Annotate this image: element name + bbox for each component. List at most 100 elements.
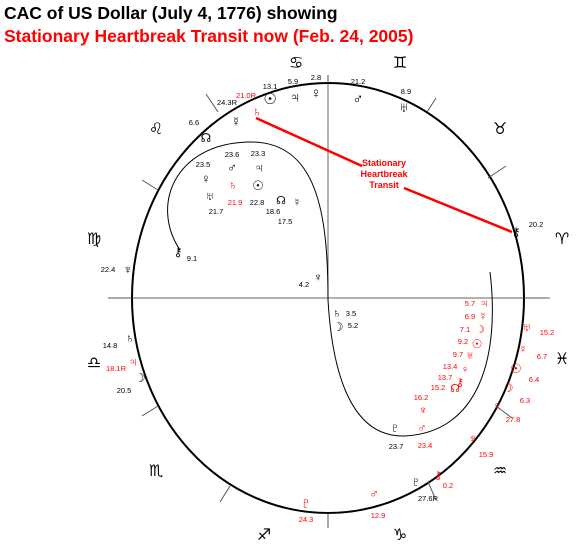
- natal-saturn-inner-icon: ♄: [333, 306, 342, 320]
- transit-neptune-value: 15.9: [479, 450, 494, 459]
- sign-cusp-ticks: [108, 75, 546, 528]
- transit-jupiter-value: 18.1R: [106, 364, 127, 373]
- transit-venus-value: 27.8: [506, 415, 521, 424]
- transit-uranus-inner-icon: ♅: [466, 350, 474, 362]
- natal-pluto-inner-value: 23.7: [389, 442, 404, 451]
- annotation-line-1: Stationary: [362, 158, 406, 168]
- natal-chiron-virgo-value: 9.1: [187, 254, 197, 263]
- cusp-tick: [427, 481, 437, 501]
- transit-sun-value: 6.4: [529, 375, 539, 384]
- natal-node-inner-value: 18.6: [266, 207, 281, 216]
- transit-jupiter-inner-value: 5.7: [465, 299, 475, 308]
- transit-venus-inner-value: 13.4: [443, 362, 458, 371]
- natal-neptune-inner-icon: ♆: [314, 270, 323, 284]
- transit-pluto-icon: ♇: [300, 495, 311, 512]
- natal-mars-value: 21.2: [351, 77, 366, 86]
- annotation-line-3: Transit: [369, 180, 399, 190]
- taurus-icon: ♉: [493, 121, 507, 138]
- natal-planets: ☉ 13.1 ♃ 5.9 ♀ 2.8 ♂ 21.2 ♅ 8.9 ☿ 24.3R …: [101, 73, 544, 503]
- scorpio-icon: ♏: [149, 463, 163, 480]
- transit-pluto-value: 24.3: [299, 515, 314, 524]
- transit-moon-inner-icon: ☽: [475, 324, 485, 336]
- s-curve: [167, 141, 493, 437]
- transit-mars-icon: ♂: [369, 486, 379, 501]
- natal-venus-inner-value: 23.5: [196, 160, 211, 169]
- cusp-tick: [495, 405, 513, 419]
- transit-mercury-icon: ☿: [519, 344, 527, 356]
- transit-chiron-value: 0.2: [443, 481, 453, 490]
- chart-subtitle: Stationary Heartbreak Transit now (Feb. …: [4, 26, 414, 46]
- natal-node-value: 6.6: [189, 118, 199, 127]
- transit-venus-icon: ♀: [493, 399, 502, 413]
- transit-moon-inner-value: 7.1: [460, 325, 470, 334]
- transit-saturn-value: 21.0R: [236, 91, 257, 100]
- transit-uranus-value: 15.2: [540, 328, 555, 337]
- cusp-tick: [141, 405, 159, 417]
- transit-mars-inner-icon: ♂: [418, 421, 427, 435]
- natal-mars-icon: ♂: [352, 91, 363, 108]
- transit-saturn-icon: ♄: [252, 104, 262, 119]
- natal-moon-inner-value: 5.2: [348, 321, 358, 330]
- natal-mercury-icon: ☿: [231, 114, 241, 129]
- natal-mercury-inner-icon: ☿: [293, 197, 301, 209]
- natal-neptune-inner-value: 4.2: [299, 280, 309, 289]
- natal-node-icon: ☊: [201, 131, 212, 145]
- transit-mars-value: 12.9: [371, 511, 386, 520]
- cusp-tick: [219, 485, 231, 503]
- virgo-icon: ♍: [87, 231, 101, 248]
- cusp-tick: [426, 97, 437, 113]
- natal-saturn-icon: ♄: [126, 331, 135, 345]
- transit-moon-value: 6.3: [520, 396, 530, 405]
- transit-sun-icon: ☉: [510, 361, 522, 376]
- transit-chiron-inner-icon: ⚷: [456, 377, 464, 389]
- natal-uranus-inner-value: 21.7: [209, 207, 224, 216]
- natal-uranus-inner-icon: ♅: [206, 189, 215, 203]
- natal-pluto-icon: ♇: [411, 474, 421, 489]
- natal-venus-icon: ♀: [310, 85, 321, 102]
- aries-icon: ♈: [555, 231, 569, 248]
- aquarius-icon: ♒: [493, 463, 507, 480]
- transit-mercury-value: 6.7: [537, 352, 547, 361]
- libra-icon: ♎: [87, 355, 101, 372]
- natal-moon-value: 20.5: [117, 386, 132, 395]
- natal-venus-inner-icon: ♀: [201, 171, 211, 186]
- capricorn-icon: ♑: [393, 527, 407, 544]
- transit-chiron-icon: ⚷: [434, 470, 442, 482]
- natal-chiron-value: 20.2: [529, 220, 544, 229]
- gemini-icon: ♊: [393, 55, 407, 72]
- natal-saturn-value: 14.8: [103, 341, 118, 350]
- natal-moon-icon: ☽: [135, 371, 146, 385]
- natal-mercury-value: 24.3R: [217, 98, 238, 107]
- transit-jupiter-icon: ♃: [128, 354, 138, 369]
- zodiac-signs: ♋ ♊ ♉ ♈ ♓ ♒ ♑ ♐ ♏ ♎ ♍ ♌: [87, 55, 569, 544]
- pisces-icon: ♓: [555, 351, 569, 368]
- natal-chiron-icon: ⚷: [512, 225, 521, 239]
- natal-neptune-value: 22.4: [101, 265, 116, 274]
- natal-node-inner-icon: ☊: [276, 195, 286, 207]
- transit-mars-inner-value: 23.4: [418, 441, 433, 450]
- transit-node-inner-value: 15.2: [431, 383, 446, 392]
- natal-uranus-value: 8.9: [401, 87, 411, 96]
- transit-planets: ♄ 21.0R ♄ 21.9 ♃ 18.1R ♃ 5.7 ☿ 6.9 ☽ 7.1…: [106, 91, 554, 524]
- transit-saturn-inner-icon: ♄: [229, 178, 238, 192]
- transit-uranus-inner-value: 9.7: [453, 350, 463, 359]
- cancer-icon: ♋: [289, 55, 303, 72]
- natal-jupiter-inner-value: 23.3: [251, 149, 266, 158]
- transit-saturn-inner-value: 21.9: [228, 198, 243, 207]
- transit-line-b: [403, 186, 513, 234]
- natal-pluto-inner-icon: ♇: [390, 420, 400, 435]
- transit-line-a: [255, 116, 363, 168]
- cusp-tick: [487, 165, 507, 179]
- natal-moon-inner-icon: ☽: [333, 320, 344, 334]
- transit-mercury-inner-icon: ☿: [479, 311, 487, 323]
- cusp-tick: [141, 179, 159, 191]
- natal-jupiter-icon: ♃: [289, 89, 300, 106]
- chart-title: CAC of US Dollar (July 4, 1776) showing: [4, 3, 338, 23]
- natal-mercury-inner-value: 17.5: [278, 217, 293, 226]
- annotation-line-2: Heartbreak: [360, 169, 408, 179]
- natal-sun-inner-icon: ☉: [252, 178, 264, 193]
- transit-neptune-inner-icon: ♆: [419, 403, 428, 417]
- natal-jupiter-inner-icon: ♃: [254, 160, 264, 175]
- natal-venus-value: 2.8: [311, 73, 321, 82]
